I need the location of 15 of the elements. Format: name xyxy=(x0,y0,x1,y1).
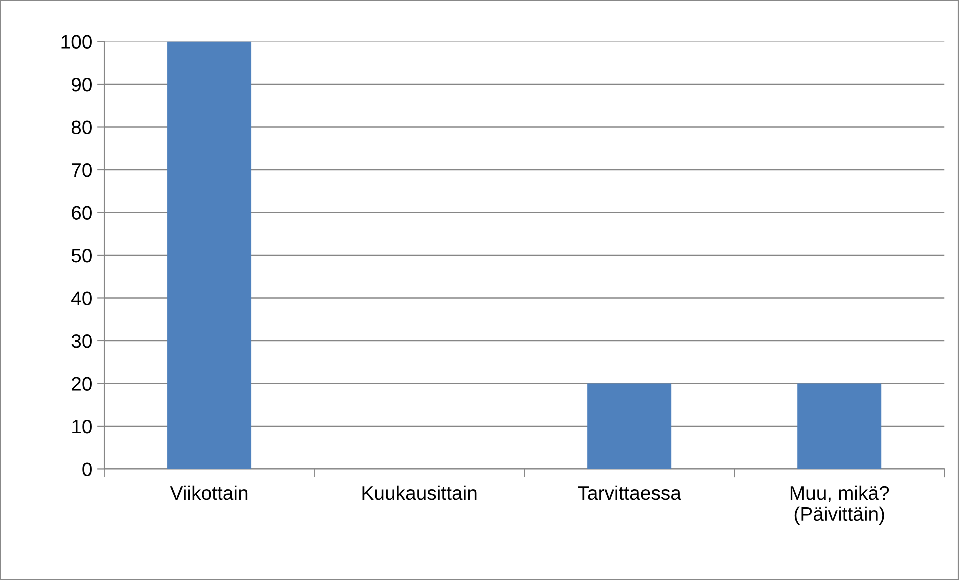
y-tick-label: 90 xyxy=(72,78,92,92)
y-tick-label: 10 xyxy=(72,420,92,434)
y-tick-label: 30 xyxy=(72,334,92,348)
x-tick-label: Muu, mikä? (Päivittäin) xyxy=(790,486,890,525)
x-tick-label: Kuukausittain xyxy=(362,486,477,500)
x-tick-label: Tarvittaessa xyxy=(578,486,682,500)
y-tick-label: 100 xyxy=(62,35,92,49)
y-tick-label: 40 xyxy=(72,292,92,306)
y-tick-label: 70 xyxy=(72,163,92,178)
y-tick-label: 0 xyxy=(82,462,92,476)
x-tick-label: Viikottain xyxy=(170,486,248,500)
y-tick-label: 20 xyxy=(72,377,92,391)
y-tick-label: 60 xyxy=(72,206,92,220)
y-tick-label: 50 xyxy=(72,248,92,263)
y-tick-label: 80 xyxy=(72,120,92,134)
